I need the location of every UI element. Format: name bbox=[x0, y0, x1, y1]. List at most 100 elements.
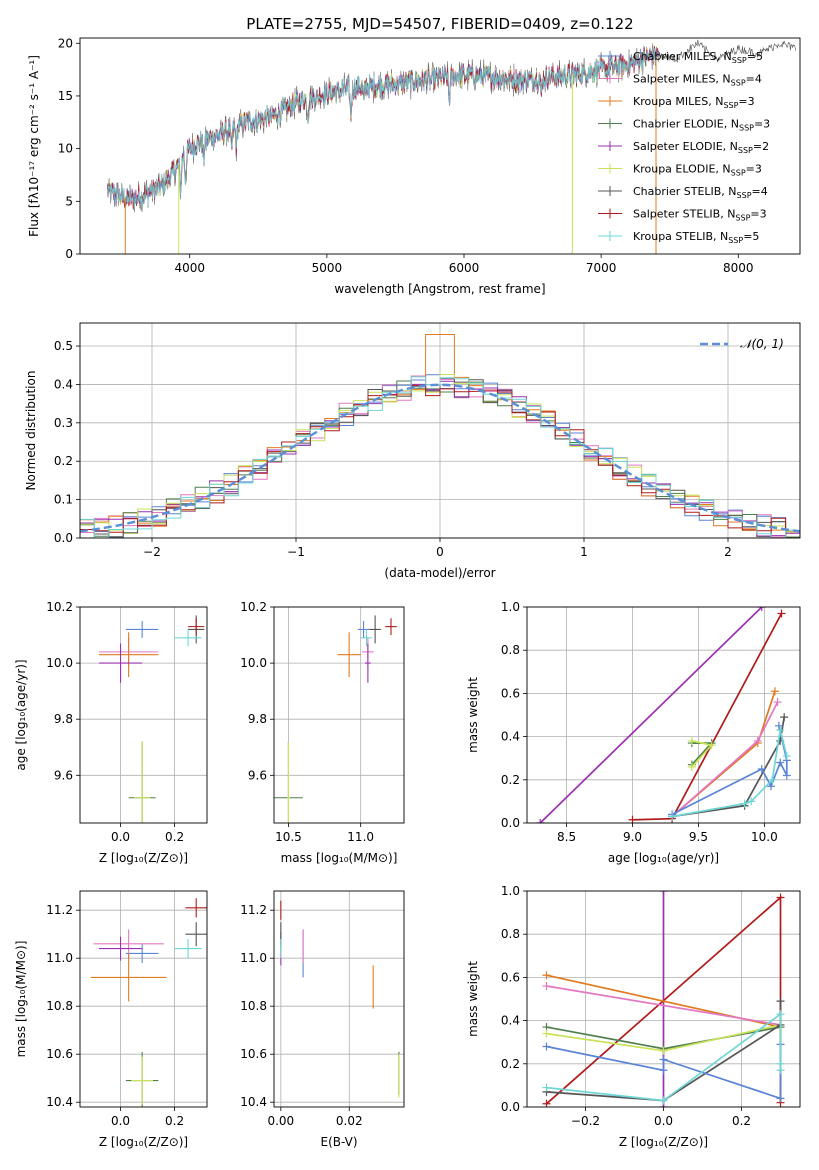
age_vs_metallicity-point-chabrier_miles bbox=[125, 621, 159, 638]
spectrum-ytick-label: 5 bbox=[65, 194, 73, 208]
residual_histogram-ytick-label: 0.3 bbox=[54, 416, 73, 430]
legend-entry-chabrier_miles: Chabrier MILES, NSSP=5 bbox=[598, 50, 763, 65]
mass_weight_vs_age-xtick-label: 8.5 bbox=[557, 830, 576, 844]
legend-label-suffix: =3 bbox=[746, 163, 762, 176]
legend-label-text: Salpeter MILES, N bbox=[633, 73, 731, 86]
mass_weight_vs_metallicity-ytick-label: 0.2 bbox=[501, 1057, 520, 1071]
mass_weight_vs_age-ytick-label: 0.2 bbox=[501, 773, 520, 787]
series-marker bbox=[628, 815, 637, 823]
histogram-series-kroupa_stelib bbox=[80, 376, 800, 538]
mass_vs_metallicity-ytick-label: 10.4 bbox=[46, 1095, 73, 1109]
residual_histogram-ytick-label: 0.0 bbox=[54, 531, 73, 545]
age_vs_mass-point-kroupa_elodie bbox=[287, 741, 290, 823]
series-marker bbox=[542, 1042, 551, 1051]
series-marker bbox=[659, 1055, 668, 1064]
age_vs_metallicity-xtick-label: 0.0 bbox=[111, 830, 130, 844]
age_vs_metallicity-point-salpeter_elodie bbox=[98, 643, 143, 683]
residual_histogram-xtick-label: 2 bbox=[724, 545, 732, 559]
mass_weight_vs_age-ytick-label: 1.0 bbox=[501, 600, 520, 614]
spectrum-ytick-label: 20 bbox=[58, 36, 73, 50]
mass_weight_vs_metallicity-ytick-label: 0.4 bbox=[501, 1014, 520, 1028]
series-marker bbox=[776, 893, 785, 902]
mass_vs_metallicity-ytick-label: 10.6 bbox=[46, 1047, 73, 1061]
legend-label-salpeter_elodie: Salpeter ELODIE, NSSP=2 bbox=[633, 140, 769, 155]
age_vs_mass-point-salpeter_elodie bbox=[365, 643, 371, 683]
series-line bbox=[671, 717, 786, 818]
mass_vs_metallicity-xtick-label: 0.0 bbox=[111, 1114, 130, 1128]
series-marker bbox=[542, 1083, 551, 1092]
age_vs_mass-point-chabrier_miles bbox=[357, 621, 370, 638]
series-marker bbox=[776, 1094, 785, 1103]
mass_weight_vs_age-lines bbox=[536, 607, 791, 823]
legend-label-text: Chabrier ELODIE, N bbox=[633, 118, 739, 131]
age_vs_mass-ytick-label: 9.8 bbox=[248, 712, 267, 726]
series-marker bbox=[776, 758, 785, 767]
legend-entry-salpeter_miles: Salpeter MILES, NSSP=4 bbox=[598, 73, 762, 88]
mass_vs_ebv-xlabel: E(B-V) bbox=[320, 1135, 357, 1149]
series-marker bbox=[668, 812, 677, 821]
mass_vs_metallicity-points bbox=[90, 898, 207, 1107]
age_vs_mass-xlabel: mass [log₁₀(M/M⊙)] bbox=[281, 851, 398, 865]
age_vs_metallicity-point-kroupa_elodie bbox=[134, 741, 151, 823]
legend-label-sub: SSP bbox=[735, 214, 750, 223]
mass_vs_metallicity-xlabel: Z [log₁₀(Z/Z⊙)] bbox=[99, 1135, 188, 1149]
legend-entry-kroupa_elodie: Kroupa ELODIE, NSSP=3 bbox=[598, 163, 762, 178]
mass_weight_vs_metallicity-frame bbox=[526, 890, 801, 1108]
residual_histogram-xtick-label: −2 bbox=[143, 545, 161, 559]
legend-label-suffix: =5 bbox=[747, 50, 763, 63]
age_vs_mass-ytick-label: 10.2 bbox=[240, 600, 267, 614]
mass_weight_vs_age-axes: 8.5 9.0 9.5 10.0 0.0 0.2 0.4 0.6 0.8 1.0 age [log₁… bbox=[466, 600, 800, 865]
series-marker bbox=[782, 752, 791, 761]
mass_weight_vs_age-xtick-label: 10.0 bbox=[751, 830, 778, 844]
mass_weight_vs_age-ylabel: mass weight bbox=[466, 677, 480, 753]
mass_weight_vs_age-ytick-label: 0.6 bbox=[501, 686, 520, 700]
legend-label-text: Chabrier MILES, N bbox=[633, 50, 732, 63]
series-marker bbox=[782, 771, 791, 780]
mass_weight_vs_metallicity-series-kroupa_stelib bbox=[542, 1010, 785, 1105]
legend-label-sub: SSP bbox=[731, 79, 746, 88]
mass_weight_vs_metallicity-ylabel: mass weight bbox=[466, 961, 480, 1037]
age_vs_metallicity-ytick-label: 9.6 bbox=[54, 768, 73, 782]
spectrum-xtick-label: 5000 bbox=[312, 261, 343, 275]
residual_histogram-ytick-label: 0.2 bbox=[54, 454, 73, 468]
residual_histogram-xlabel: (data-model)/error bbox=[384, 566, 495, 580]
residual_histogram-xtick-label: 1 bbox=[580, 545, 588, 559]
legend-label-sub: SSP bbox=[728, 236, 743, 245]
mass_weight_vs_metallicity-xtick-label: 0.2 bbox=[732, 1114, 751, 1128]
spectrum-xtick-label: 6000 bbox=[449, 261, 480, 275]
residual_histogram-xtick-label: −1 bbox=[287, 545, 305, 559]
legend-label-chabrier_elodie: Chabrier ELODIE, NSSP=3 bbox=[633, 118, 770, 133]
legend-entry-chabrier_elodie: Chabrier ELODIE, NSSP=3 bbox=[598, 118, 770, 133]
mass_weight_vs_age-series-salpeter_stelib bbox=[628, 609, 786, 823]
age_vs_mass-xtick-label: 11.0 bbox=[347, 830, 374, 844]
residual_histogram-ylabel: Normed distribution bbox=[24, 371, 38, 491]
series-marker bbox=[774, 721, 783, 730]
mass_vs_ebv-xtick-label: 0.02 bbox=[336, 1114, 363, 1128]
series-marker bbox=[740, 799, 749, 808]
legend-label-text: Kroupa MILES, N bbox=[633, 95, 723, 108]
mass_vs_ebv-ytick-label: 10.4 bbox=[240, 1095, 267, 1109]
mass_weight_vs_metallicity-xtick-label: −0.2 bbox=[571, 1114, 600, 1128]
mass_vs_ebv-xtick-label: 0.00 bbox=[267, 1114, 294, 1128]
spectrum-lines bbox=[107, 39, 797, 254]
legend-entry-salpeter_elodie: Salpeter ELODIE, NSSP=2 bbox=[598, 140, 769, 155]
mass_vs_metallicity-ytick-label: 10.8 bbox=[46, 999, 73, 1013]
figure-title: PLATE=2755, MJD=54507, FIBERID=0409, z=0… bbox=[246, 15, 633, 33]
series-marker bbox=[757, 607, 766, 611]
series-marker bbox=[659, 891, 668, 895]
spectrum-line-stelib-tail bbox=[658, 39, 797, 63]
age_vs_mass-ytick-label: 9.6 bbox=[248, 768, 267, 782]
normal-curve bbox=[80, 383, 800, 533]
series-marker bbox=[542, 1029, 551, 1038]
mass_vs_metallicity-ytick-label: 11.2 bbox=[46, 903, 73, 917]
legend-label-suffix: =4 bbox=[752, 185, 768, 198]
series-line bbox=[671, 729, 788, 818]
series-marker bbox=[542, 971, 551, 980]
mass_vs_ebv-points bbox=[280, 900, 400, 1098]
mass_vs_metallicity-point-kroupa_miles bbox=[90, 953, 167, 1002]
series-marker bbox=[687, 762, 696, 771]
mass_vs_metallicity-point-kroupa_stelib bbox=[174, 939, 202, 959]
spectrum-frame bbox=[79, 37, 801, 255]
legend-entry-kroupa_miles: Kroupa MILES, NSSP=3 bbox=[598, 95, 755, 110]
